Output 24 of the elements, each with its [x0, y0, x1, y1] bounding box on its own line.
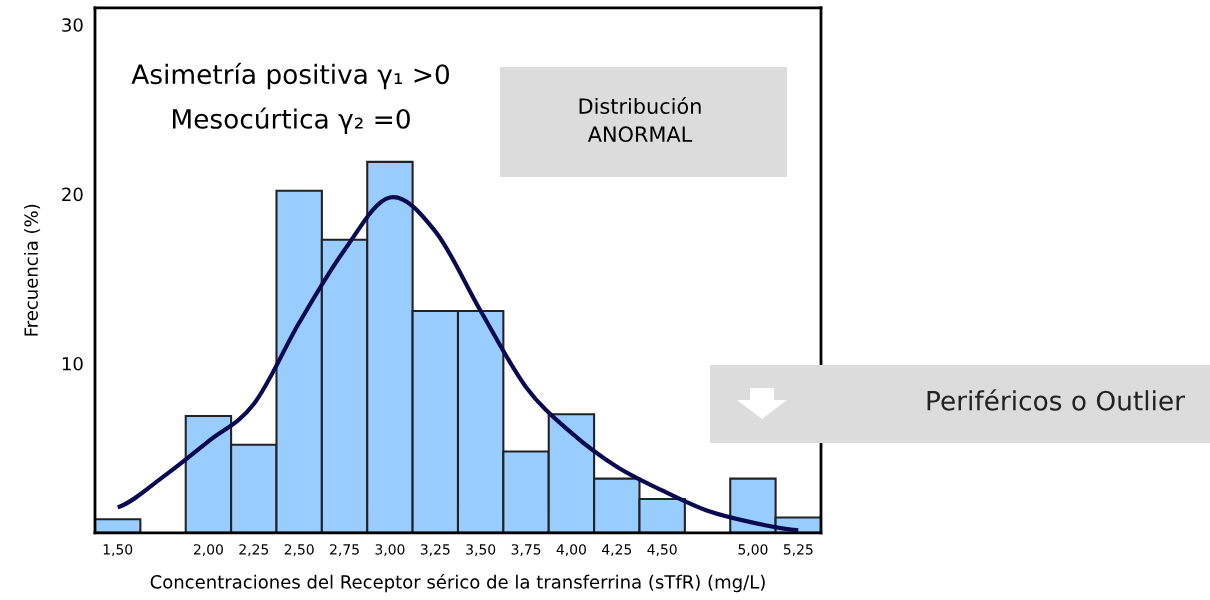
y-axis-title: Frecuencia (%)	[23, 204, 41, 336]
x-tick-label: 5,00	[738, 544, 768, 557]
x-tick-label: 3,00	[375, 544, 405, 557]
annotation: Asimetría positiva γ₁ >0	[131, 62, 449, 90]
annotation: Mesocúrtica γ₂ =0	[172, 107, 410, 134]
x-tick-label: 2,75	[330, 544, 359, 557]
x-tick-label: 3,75	[511, 544, 541, 557]
x-tick-label: 2,25	[239, 544, 269, 557]
x-tick-label: 1,50	[103, 544, 133, 557]
annotation: Distribución ANORMAL	[579, 97, 701, 143]
y-tick-label: 30	[62, 18, 83, 32]
x-axis-title: Concentraciones del Receptor sérico de la transferrina (sTfR) (mg/L)	[150, 574, 765, 593]
x-tick-label: 4,00	[556, 544, 586, 557]
x-tick-label: 2,50	[284, 544, 314, 557]
x-tick-label: 4,50	[647, 544, 677, 557]
y-tick-label: 20	[62, 187, 83, 202]
x-tick-label: 3,25	[420, 544, 450, 557]
text: Periféricos o Outlier	[927, 389, 1185, 411]
x-tick-label: 2,00	[193, 544, 223, 557]
x-tick-label: 5,25	[783, 544, 813, 557]
x-tick-label: 3,50	[466, 544, 496, 557]
y-tick-label: 10	[62, 356, 83, 371]
x-tick-label: 4,25	[602, 544, 632, 557]
line-series	[115, 195, 801, 533]
